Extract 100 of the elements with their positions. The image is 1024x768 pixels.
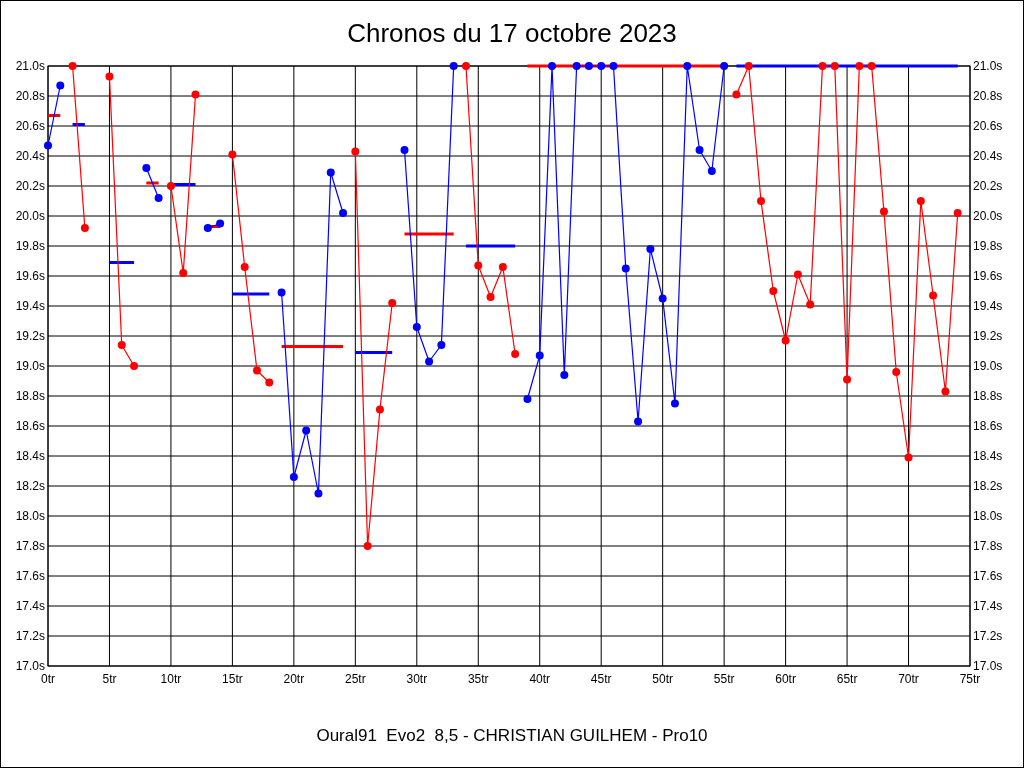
x-tick-label: 10tr [160, 672, 182, 686]
point [68, 62, 77, 70]
y-tick-label: 20.2s [15, 179, 45, 193]
y2-tick-label: 19.2s [973, 329, 1003, 343]
text: Oural91 Evo2 8,5 - CHRISTIAN GUILHEM - Pro10 [316, 726, 708, 745]
point [720, 62, 729, 70]
y2-tick-label: 19.6s [973, 269, 1003, 283]
x-tick-label: 30tr [406, 672, 428, 686]
point [867, 62, 876, 70]
point [375, 405, 384, 414]
y-tick-label: 19.4s [15, 299, 45, 313]
x-tick-label: 5tr [102, 672, 117, 686]
point [904, 453, 913, 462]
point [498, 263, 507, 271]
x-tick-label: 50tr [652, 672, 674, 686]
point [707, 167, 716, 175]
point [203, 224, 212, 232]
y-tick-label: 17.6s [15, 569, 45, 583]
point [437, 341, 446, 349]
y2-tick-label: 17.0s [973, 659, 1003, 673]
point [892, 368, 901, 376]
point [953, 209, 962, 217]
point [191, 90, 200, 99]
x-tick-label: 0tr [40, 672, 56, 686]
point [449, 62, 458, 70]
point [363, 542, 372, 550]
y2-tick-label: 20.0s [973, 209, 1003, 223]
point [56, 81, 65, 90]
x-tick-label: 15tr [222, 672, 243, 686]
chart-title: Chronos du 17 octobre 2023 [347, 18, 677, 48]
point [105, 72, 114, 81]
point [769, 287, 778, 295]
y-tick-label: 17.0s [15, 659, 45, 673]
y-tick-label: 19.2s [15, 329, 45, 343]
point [216, 219, 225, 228]
point [830, 62, 839, 70]
y-tick-label: 18.0s [15, 509, 45, 523]
point [166, 182, 175, 190]
y-tick-label: 21.0s [15, 59, 45, 73]
point [142, 164, 151, 172]
y2-tick-label: 20.2s [973, 179, 1003, 193]
y2-tick-label: 20.4s [973, 149, 1003, 163]
y-tick-label: 18.4s [15, 449, 45, 463]
x-tick-label: 70tr [898, 672, 919, 686]
point [277, 288, 286, 297]
x-tick-label: 45tr [590, 672, 612, 686]
y-tick-label: 19.0s [15, 359, 45, 373]
point [548, 62, 557, 70]
point [339, 209, 348, 217]
point [806, 300, 815, 309]
point [879, 207, 888, 216]
y2-tick-label: 18.6s [973, 419, 1003, 433]
y2-tick-label: 17.2s [973, 629, 1003, 643]
y-tick-label: 18.8s [15, 389, 45, 403]
point [474, 261, 483, 270]
point [486, 293, 495, 301]
point [634, 417, 643, 426]
y-tick-label: 17.4s [15, 599, 45, 613]
point [117, 341, 126, 349]
y-tick-label: 17.8s [15, 539, 45, 553]
point [670, 399, 679, 408]
y2-tick-label: 18.4s [973, 449, 1003, 463]
y-tick-label: 20.4s [15, 149, 45, 163]
x-tick-label: 35tr [467, 672, 489, 686]
y2-tick-label: 17.4s [973, 599, 1003, 613]
point [179, 269, 188, 277]
y2-tick-label: 17.6s [973, 569, 1003, 583]
point [326, 168, 335, 177]
y-tick-label: 20.8s [15, 89, 45, 103]
point [744, 62, 753, 70]
point [289, 473, 298, 481]
point [302, 426, 311, 435]
point [683, 62, 692, 70]
y-tick-label: 20.6s [15, 119, 45, 133]
point [511, 350, 520, 358]
point [560, 371, 569, 379]
point [609, 62, 618, 70]
x-tick-label: 65tr [836, 672, 858, 686]
y2-tick-label: 19.0s [973, 359, 1003, 373]
point [929, 291, 938, 300]
point [535, 351, 544, 360]
point [130, 362, 139, 370]
point [252, 366, 261, 375]
x-tick-label: 55tr [713, 672, 735, 686]
point [781, 336, 790, 345]
point [572, 62, 581, 70]
point [695, 146, 704, 154]
point [461, 62, 470, 70]
point [941, 387, 950, 396]
point [793, 270, 802, 279]
y2-tick-label: 17.8s [973, 539, 1003, 553]
point [843, 375, 852, 384]
point [154, 194, 163, 202]
y-tick-label: 19.6s [15, 269, 45, 283]
x-tick-label: 75tr [959, 672, 981, 686]
point [646, 245, 655, 253]
point [597, 62, 606, 70]
point [265, 378, 274, 387]
y-tick-label: 18.2s [15, 479, 45, 493]
point [314, 489, 323, 498]
